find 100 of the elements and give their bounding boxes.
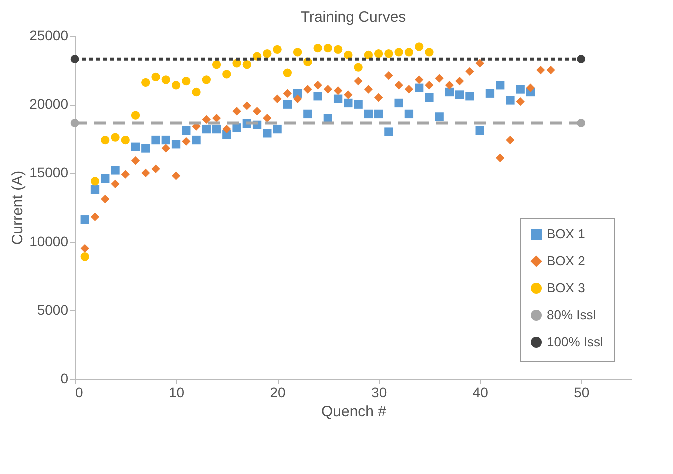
point <box>414 76 424 84</box>
point <box>374 110 384 119</box>
point <box>516 98 525 106</box>
point <box>80 244 90 253</box>
point <box>142 168 150 178</box>
point <box>283 68 292 78</box>
point <box>222 124 232 134</box>
point <box>546 66 556 75</box>
x-tick-label: 0 <box>76 384 84 400</box>
point <box>242 60 252 70</box>
point <box>182 76 191 86</box>
point <box>577 119 586 128</box>
point <box>70 55 80 64</box>
point <box>425 93 434 102</box>
point <box>354 76 363 86</box>
x-tick-label: 20 <box>270 384 286 400</box>
point <box>80 252 90 262</box>
point <box>101 194 110 204</box>
point <box>364 85 374 94</box>
x-axis-title: Quench # <box>321 404 388 420</box>
point <box>263 50 272 58</box>
point <box>414 84 424 92</box>
point <box>304 110 312 119</box>
point <box>334 86 343 96</box>
point <box>435 74 444 83</box>
point <box>121 136 130 145</box>
point <box>283 100 292 109</box>
point <box>202 76 211 84</box>
legend-label: BOX 3 <box>547 280 586 296</box>
x-tick-label: 50 <box>574 384 590 400</box>
point <box>252 107 262 116</box>
point <box>70 119 80 128</box>
point <box>172 140 181 149</box>
point <box>456 76 464 86</box>
point <box>334 45 343 54</box>
point <box>425 48 434 57</box>
point <box>384 50 394 58</box>
x-tick-label: 40 <box>472 384 489 400</box>
point <box>80 216 90 224</box>
point <box>364 50 374 60</box>
legend-label: 100% Issl <box>547 334 604 350</box>
y-tick-label: 0 <box>60 370 69 386</box>
point <box>456 90 464 100</box>
point <box>394 98 404 108</box>
point <box>476 126 484 135</box>
point <box>212 60 222 70</box>
point <box>334 94 343 104</box>
point <box>445 81 454 90</box>
point <box>222 70 232 79</box>
point <box>506 136 515 145</box>
point <box>394 81 404 90</box>
point <box>324 114 333 123</box>
point <box>162 144 170 153</box>
point <box>273 124 282 134</box>
y-tick-label: 5000 <box>37 302 69 318</box>
point <box>172 172 181 180</box>
point <box>364 110 374 119</box>
y-tick-label: 25000 <box>30 28 69 44</box>
point <box>414 42 424 52</box>
point <box>293 48 302 57</box>
point <box>404 110 414 119</box>
legend-label: 80% Issl <box>547 308 596 322</box>
point <box>101 136 110 145</box>
point <box>496 81 505 90</box>
point <box>152 136 160 145</box>
point <box>212 114 222 123</box>
point <box>354 63 363 72</box>
point <box>374 93 384 102</box>
point <box>314 44 322 53</box>
point <box>131 142 140 152</box>
x-tick-label: 30 <box>372 384 388 400</box>
point <box>111 166 120 175</box>
point <box>304 85 312 94</box>
point <box>111 133 120 142</box>
point <box>394 48 404 57</box>
point <box>242 102 252 110</box>
y-tick-label: 10000 <box>30 233 69 250</box>
point <box>445 88 454 97</box>
point <box>577 55 586 64</box>
point <box>273 94 282 104</box>
point <box>232 107 242 116</box>
point <box>212 124 222 134</box>
point <box>384 128 394 136</box>
point <box>496 154 505 162</box>
point <box>435 112 444 122</box>
point <box>293 94 302 104</box>
point <box>314 81 322 90</box>
chart-title: Training Curves <box>300 9 406 26</box>
point <box>101 174 110 184</box>
x-tick-label: 10 <box>168 384 185 400</box>
point <box>263 129 272 138</box>
point <box>142 144 150 153</box>
point <box>90 185 100 194</box>
point <box>182 126 191 135</box>
point <box>90 177 100 186</box>
point <box>172 81 181 90</box>
point <box>202 124 211 134</box>
point <box>192 88 201 97</box>
point <box>536 66 546 75</box>
point <box>162 76 170 84</box>
